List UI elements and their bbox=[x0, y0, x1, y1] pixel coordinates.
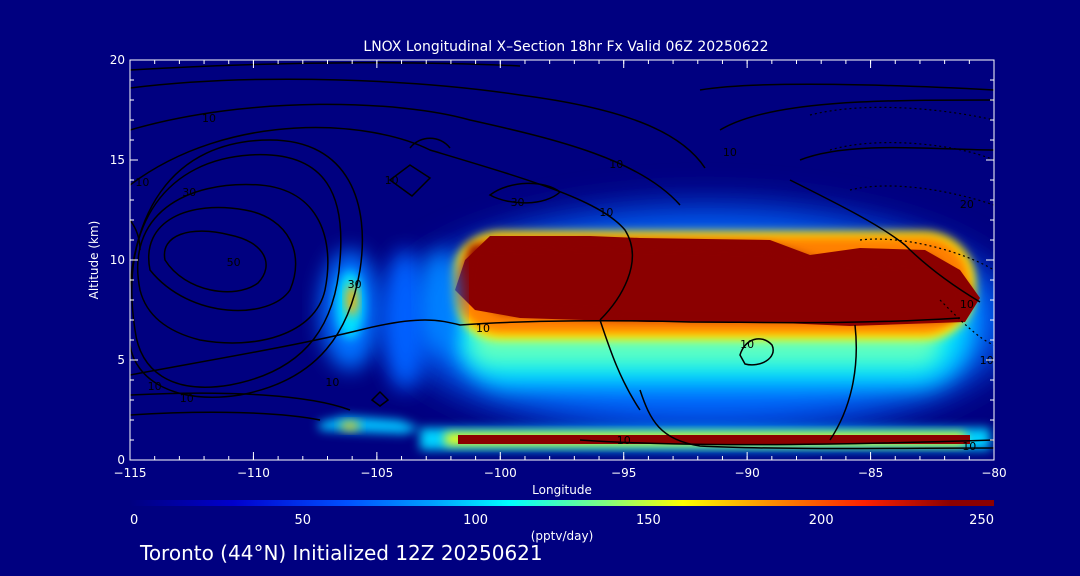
x-tick-label: −105 bbox=[360, 466, 393, 480]
contour-label: 10 bbox=[599, 206, 613, 219]
x-tick-label: −95 bbox=[611, 466, 636, 480]
x-tick-label: −85 bbox=[858, 466, 883, 480]
contour-label: 10 bbox=[325, 376, 339, 389]
contour-label: 10 bbox=[962, 440, 976, 453]
y-axis-ticks: 0 5 10 15 20 bbox=[110, 53, 994, 467]
colorbar-tick-label: 0 bbox=[130, 513, 138, 528]
y-tick-label: 5 bbox=[117, 353, 125, 367]
contour-label: 10 bbox=[740, 338, 754, 351]
x-tick-label: −80 bbox=[981, 466, 1006, 480]
contour-label: 10 bbox=[617, 434, 631, 447]
x-tick-label: −90 bbox=[734, 466, 759, 480]
contour-label: 10 bbox=[135, 176, 149, 189]
contour-label: 10 bbox=[960, 298, 974, 311]
x-tick-label: −100 bbox=[484, 466, 517, 480]
colorbar-label: (pptv/day) bbox=[531, 529, 594, 543]
colorbar-tick-label: 150 bbox=[636, 513, 661, 528]
colorbar bbox=[130, 500, 994, 506]
x-axis-ticks: −115 −110 −105 −100 −95 −90 −85 −80 bbox=[114, 60, 1007, 480]
contour-label: 30 bbox=[511, 196, 525, 209]
contour-label: 30 bbox=[182, 186, 196, 199]
footer-initialization-text: Toronto (44°N) Initialized 12Z 20250621 bbox=[140, 541, 543, 565]
contour-label: 10 bbox=[476, 322, 490, 335]
lnox-heatmap-field bbox=[130, 60, 994, 460]
contour-label: 10 bbox=[202, 112, 216, 125]
contour-label: 50 bbox=[227, 256, 241, 269]
x-tick-label: −110 bbox=[237, 466, 270, 480]
colorbar-tick-label: 100 bbox=[463, 513, 488, 528]
y-tick-label: 20 bbox=[110, 53, 125, 67]
y-axis-label: Altitude (km) bbox=[87, 221, 101, 300]
chart-title: LNOX Longitudinal X–Section 18hr Fx Vali… bbox=[363, 39, 768, 55]
colorbar-tick-label: 200 bbox=[809, 513, 834, 528]
contour-label: 30 bbox=[348, 278, 362, 291]
x-axis-label: Longitude bbox=[532, 483, 592, 497]
contour-lines bbox=[130, 61, 994, 450]
colorbar-tick-labels: 0 50 100 150 200 250 bbox=[130, 513, 994, 528]
y-tick-label: 0 bbox=[117, 453, 125, 467]
dotted-contours bbox=[809, 106, 994, 346]
y-tick-label: 10 bbox=[110, 253, 125, 267]
contour-label: 10 bbox=[385, 174, 399, 187]
colorbar-tick-label: 50 bbox=[295, 513, 312, 528]
contour-label: 10 bbox=[148, 380, 162, 393]
colorbar-tick-label: 250 bbox=[969, 513, 994, 528]
contour-label: 10 bbox=[180, 392, 194, 405]
y-tick-label: 15 bbox=[110, 153, 125, 167]
contour-label: 10 bbox=[609, 158, 623, 171]
contour-label: 20 bbox=[960, 198, 974, 211]
contour-label: 10 bbox=[723, 146, 737, 159]
x-tick-label: −115 bbox=[114, 466, 147, 480]
